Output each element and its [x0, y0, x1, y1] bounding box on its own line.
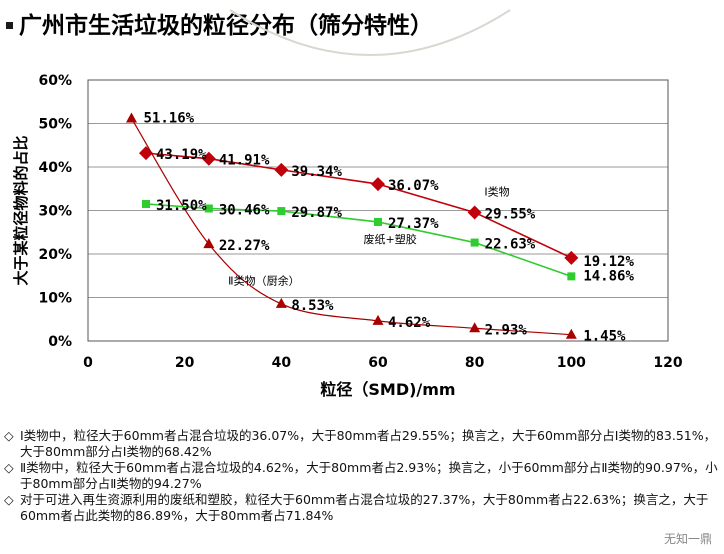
data-label-paper: 14.86%	[583, 268, 634, 284]
data-label-paper: 31.50%	[156, 198, 207, 214]
note-bullet-icon: ◇	[4, 428, 14, 443]
x-tick-label: 100	[557, 355, 586, 371]
y-tick-label: 40%	[38, 160, 72, 176]
series-line-type1	[145, 152, 572, 259]
x-tick-label: 40	[272, 355, 292, 371]
marker-type2	[126, 112, 137, 123]
data-label-type2: 22.27%	[219, 238, 270, 254]
plot-area-frame	[87, 79, 669, 342]
data-label-type1: 19.12%	[583, 254, 634, 270]
note-text: 对于可进入再生资源利用的废纸和塑胶，粒径大于60mm者占混合垃圾的27.37%，…	[20, 492, 709, 523]
data-label-type1: 36.07%	[388, 178, 439, 194]
y-tick-label: 30%	[38, 204, 72, 220]
data-label-type2: 1.45%	[583, 329, 626, 345]
x-tick-label: 60	[368, 355, 388, 371]
x-tick-label: 20	[175, 355, 195, 371]
data-label-paper: 29.87%	[291, 205, 342, 221]
watermark: 无知一鼎	[659, 529, 716, 548]
series-line-paper	[145, 203, 572, 278]
chart-annotation: 废纸+塑胶	[364, 232, 417, 246]
data-label-type1: 43.19%	[156, 147, 207, 163]
data-label-paper: 22.63%	[485, 237, 536, 253]
marker-paper	[470, 238, 479, 247]
marker-type1	[274, 162, 289, 177]
title-text: 广州市生活垃圾的粒径分布（筛分特性）	[19, 12, 433, 39]
note-text: Ⅰ类物中，粒径大于60mm者占混合垃圾的36.07%，大于80mm者占29.55…	[20, 428, 717, 459]
series-layer	[126, 112, 579, 339]
y-tick-label: 20%	[38, 247, 72, 263]
x-tick-label: 0	[83, 355, 93, 371]
note-item: ◇ Ⅰ类物中，粒径大于60mm者占混合垃圾的36.07%，大于80mm者占29.5…	[4, 428, 720, 460]
data-label-type2: 8.53%	[291, 298, 334, 314]
y-tick-label: 0%	[48, 334, 72, 350]
data-label-type2: 51.16%	[144, 110, 195, 126]
y-tick-label: 60%	[38, 73, 72, 89]
marker-type2	[275, 297, 287, 308]
decorative-arc	[229, 9, 511, 56]
x-axis-label: 粒径（SMD)/mm	[320, 380, 455, 399]
note-item: ◇ 对于可进入再生资源利用的废纸和塑胶，粒径大于60mm者占混合垃圾的27.37%…	[4, 492, 720, 524]
marker-type1	[564, 250, 579, 265]
marker-paper	[204, 204, 213, 213]
marker-type2	[469, 322, 481, 333]
marker-paper	[277, 207, 286, 216]
data-label-type1: 41.91%	[219, 153, 270, 169]
marker-type1	[201, 151, 216, 166]
slide-title: 广州市生活垃圾的粒径分布（筛分特性）	[0, 6, 724, 39]
marker-paper	[567, 272, 576, 281]
axis-ticks: 0% 10% 20% 30% 40% 50% 60% 0 20 40 60 80 100 120	[38, 73, 682, 371]
note-bullet-icon: ◇	[4, 460, 14, 475]
data-label-type2: 2.93%	[485, 322, 528, 338]
data-label-type1: 39.34%	[291, 164, 342, 180]
y-tick-label: 50%	[38, 117, 72, 133]
data-label-paper: 27.37%	[388, 216, 439, 232]
chart-annotation: Ⅰ类物	[484, 184, 509, 198]
y-tick-label: 10%	[38, 291, 72, 307]
chart-annotation: Ⅱ类物（厨余）	[228, 273, 299, 287]
marker-type2	[203, 238, 215, 249]
marker-paper	[142, 199, 150, 208]
note-item: ◇ Ⅱ类物中，粒径大于60mm者占混合垃圾的4.62%，大于80mm者占2.93%…	[4, 460, 720, 492]
marker-type2	[372, 314, 384, 325]
marker-paper	[374, 217, 382, 226]
data-labels-layer: 43.19% 41.91% 39.34% 36.07% 29.55% 19.12% 51.1…	[144, 110, 635, 344]
note-bullet-icon: ◇	[4, 492, 14, 507]
data-label-paper: 30.46%	[219, 202, 270, 218]
data-label-type2: 4.62%	[388, 315, 431, 331]
note-text: Ⅱ类物中，粒径大于60mm者占混合垃圾的4.62%，大于80mm者占2.93%；…	[20, 460, 718, 491]
notes-list: ◇ Ⅰ类物中，粒径大于60mm者占混合垃圾的36.07%，大于80mm者占29.5…	[4, 428, 720, 524]
marker-type2	[565, 328, 577, 339]
x-tick-label: 80	[465, 355, 485, 371]
y-axis-label: 大于某粒径物料的占比	[12, 135, 30, 285]
marker-type1	[467, 205, 482, 220]
marker-type1	[371, 177, 385, 192]
series-line-type2	[130, 118, 572, 336]
particle-size-chart: 0% 10% 20% 30% 40% 50% 60% 0 20 40 60 80 100 120 43.1…	[12, 73, 683, 399]
x-tick-label: 120	[653, 355, 682, 371]
data-label-type1: 29.55%	[485, 206, 536, 222]
title-bullet	[6, 21, 13, 29]
